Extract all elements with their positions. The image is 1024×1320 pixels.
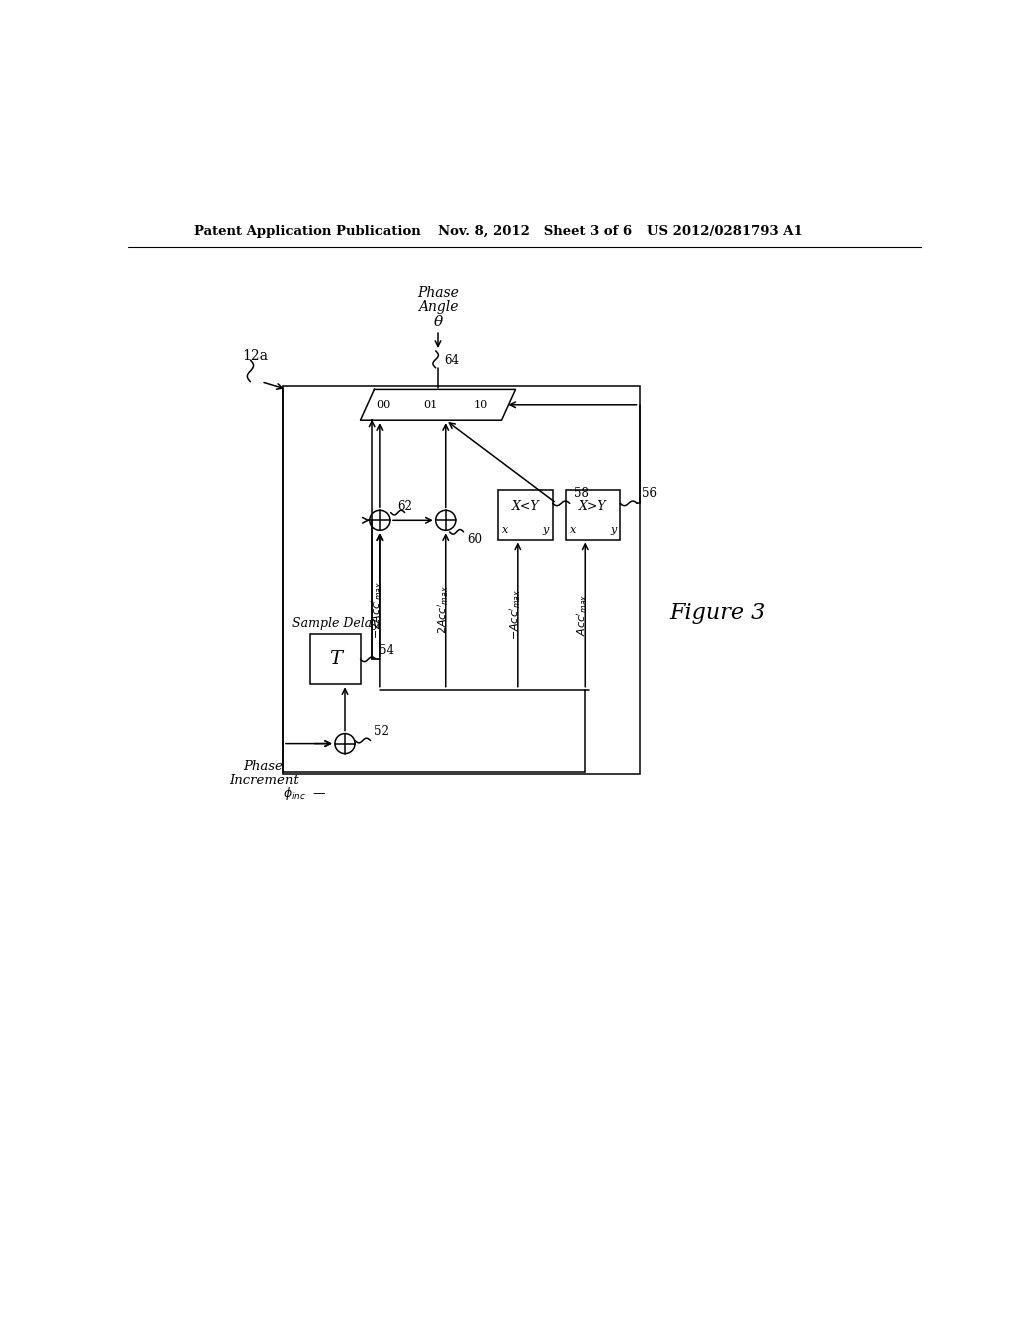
Text: 12a: 12a — [242, 350, 268, 363]
Text: Nov. 8, 2012   Sheet 3 of 6: Nov. 8, 2012 Sheet 3 of 6 — [438, 224, 632, 238]
Text: y: y — [543, 525, 549, 536]
Text: 62: 62 — [397, 500, 412, 513]
Text: Phase: Phase — [417, 286, 459, 300]
Text: $\phi_{inc}$  —: $\phi_{inc}$ — — [283, 785, 327, 803]
Text: 00: 00 — [377, 400, 391, 409]
Bar — [499, 490, 553, 540]
Text: 01: 01 — [423, 400, 437, 409]
Text: T: T — [329, 651, 342, 668]
Text: $-Acc'_{max}$: $-Acc'_{max}$ — [508, 589, 523, 640]
Text: 56: 56 — [642, 487, 656, 500]
Text: 60: 60 — [467, 533, 482, 546]
Text: $Acc'_{max}$: $Acc'_{max}$ — [575, 594, 590, 636]
Text: US 2012/0281793 A1: US 2012/0281793 A1 — [647, 224, 803, 238]
Text: 54: 54 — [379, 644, 394, 656]
Text: x: x — [503, 525, 509, 536]
Text: Phase: Phase — [244, 760, 284, 774]
Text: 64: 64 — [444, 354, 459, 367]
Text: y: y — [610, 525, 616, 536]
Text: 52: 52 — [374, 725, 388, 738]
Text: Patent Application Publication: Patent Application Publication — [194, 224, 421, 238]
Text: $-2Acc'_{max}$: $-2Acc'_{max}$ — [370, 581, 385, 639]
Bar — [283, 385, 640, 775]
Text: Angle: Angle — [418, 300, 459, 314]
Text: θ: θ — [433, 315, 442, 330]
Text: Sample Delay: Sample Delay — [292, 616, 379, 630]
Text: X>Y: X>Y — [580, 500, 607, 513]
Text: Figure 3: Figure 3 — [669, 602, 765, 624]
Text: 10: 10 — [473, 400, 487, 409]
Text: $2Acc'_{max}$: $2Acc'_{max}$ — [436, 586, 451, 635]
Text: 58: 58 — [574, 487, 589, 500]
Text: x: x — [569, 525, 575, 536]
Text: X<Y: X<Y — [512, 500, 540, 513]
Bar — [566, 490, 621, 540]
Text: Increment: Increment — [228, 774, 299, 787]
Bar — [310, 635, 360, 684]
